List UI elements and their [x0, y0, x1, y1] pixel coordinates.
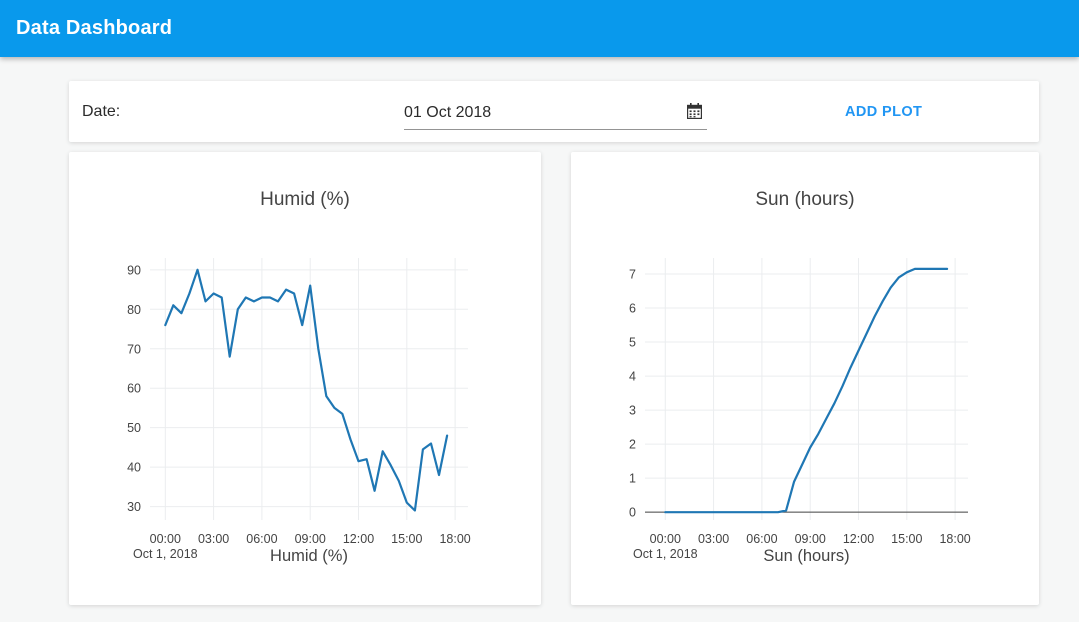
- date-value[interactable]: 01 Oct 2018: [404, 104, 492, 121]
- y-tick-label: 0: [629, 506, 636, 520]
- x-axis-date-label: Oct 1, 2018: [133, 547, 198, 561]
- y-tick-label: 30: [127, 500, 141, 514]
- calendar-icon[interactable]: [686, 102, 707, 124]
- x-tick-label: 12:00: [843, 532, 874, 546]
- y-tick-label: 4: [629, 370, 636, 384]
- data-line: [164, 268, 449, 512]
- y-tick-label: 80: [127, 303, 141, 317]
- charts-row: Humid (%) 30 40 50 60 70 80 90 00:00 03:00 06:00 0…: [69, 152, 1039, 605]
- x-tick-label: 03:00: [698, 532, 729, 546]
- sun-chart-canvas: 0 1 2 3 4 5 6 7 00:00 03:00 06:00 09:00 12:00 15:00 18…: [629, 258, 971, 565]
- y-tick-label: 6: [629, 302, 636, 316]
- sun-chart-card: Sun (hours) 0 1 2 3 4 5 6 7 00:00 03:00 06:00 09:00…: [571, 152, 1039, 605]
- date-input[interactable]: 01 Oct 2018: [404, 97, 707, 130]
- y-tick-label: 2: [629, 438, 636, 452]
- x-tick-label: 06:00: [246, 532, 277, 546]
- x-tick-label: 18:00: [439, 532, 470, 546]
- y-tick-label: 50: [127, 421, 141, 435]
- sun-chart-title: Sun (hours): [755, 189, 855, 210]
- y-tick-label: 70: [127, 342, 141, 356]
- app-header: Data Dashboard: [0, 0, 1079, 57]
- x-tick-label: 00:00: [150, 532, 181, 546]
- y-tick-label: 90: [127, 263, 141, 277]
- data-line: [664, 267, 949, 514]
- main-content: Date: 01 Oct 2018 ADD PLOT: [69, 81, 1039, 605]
- x-tick-label: 00:00: [650, 532, 681, 546]
- y-tick-label: 1: [629, 472, 636, 486]
- app-title: Data Dashboard: [16, 17, 173, 39]
- y-tick-label: 5: [629, 336, 636, 350]
- x-tick-label: 15:00: [891, 532, 922, 546]
- x-tick-label: 03:00: [198, 532, 229, 546]
- y-tick-label: 60: [127, 382, 141, 396]
- date-toolbar: Date: 01 Oct 2018 ADD PLOT: [69, 81, 1039, 142]
- y-tick-label: 40: [127, 461, 141, 475]
- x-tick-label: 09:00: [295, 532, 326, 546]
- humid-chart-canvas: 30 40 50 60 70 80 90 00:00 03:00 06:00 09:00 12:00 1…: [127, 258, 471, 565]
- humid-chart-title: Humid (%): [260, 189, 350, 210]
- add-plot-button[interactable]: ADD PLOT: [829, 95, 938, 129]
- x-tick-label: 12:00: [343, 532, 374, 546]
- date-label: Date:: [82, 102, 121, 120]
- y-tick-label: 3: [629, 404, 636, 418]
- y-tick-label: 7: [629, 267, 636, 281]
- x-axis-date-label: Oct 1, 2018: [633, 547, 698, 561]
- x-tick-label: 15:00: [391, 532, 422, 546]
- humid-chart-card: Humid (%) 30 40 50 60 70 80 90 00:00 03:00 06:00 0…: [69, 152, 541, 605]
- x-tick-label: 18:00: [939, 532, 970, 546]
- x-axis-title: Sun (hours): [763, 547, 849, 565]
- x-axis-title: Humid (%): [270, 547, 348, 565]
- x-tick-label: 06:00: [746, 532, 777, 546]
- x-tick-label: 09:00: [795, 532, 826, 546]
